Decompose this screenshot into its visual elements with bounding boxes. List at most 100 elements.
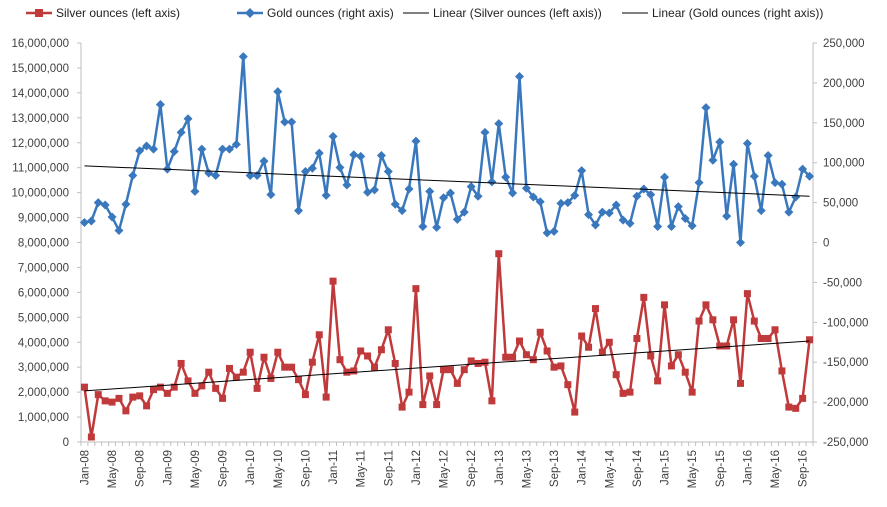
gold-point <box>169 147 179 157</box>
gold-point <box>425 186 435 196</box>
gold-point <box>190 186 200 196</box>
left-axis-tick-label: 10,000,000 <box>11 188 69 200</box>
left-axis-tick-label: 8,000,000 <box>18 238 69 250</box>
x-axis-tick-label: Sep-13 <box>549 450 561 487</box>
silver-point <box>315 331 323 339</box>
gold-point <box>535 197 545 207</box>
legend-entry: Gold ounces (right axis) <box>237 6 394 20</box>
gold-point <box>611 200 621 210</box>
silver-point <box>225 364 233 372</box>
gold-point <box>197 144 207 154</box>
silver-point <box>80 383 88 391</box>
silver-point <box>709 316 717 324</box>
gold-point <box>411 136 421 146</box>
gold-point <box>107 212 117 222</box>
gold-point <box>708 155 718 165</box>
gold-point <box>432 222 442 232</box>
gold-point <box>577 166 587 176</box>
gold-point <box>238 52 248 62</box>
gold-point <box>646 190 656 200</box>
right-axis-tick-label: 50,000 <box>823 198 858 210</box>
gold-point <box>515 72 525 82</box>
silver-point <box>612 371 620 379</box>
legend-label: Gold ounces (right axis) <box>267 6 394 20</box>
gold-point <box>805 171 815 181</box>
gold-point <box>687 221 697 231</box>
x-axis-tick-label: Sep-16 <box>798 450 810 487</box>
silver-point <box>357 347 365 355</box>
gold-point <box>376 151 386 161</box>
silver-point <box>184 377 192 385</box>
silver-point <box>446 366 454 374</box>
silver-point <box>343 368 351 376</box>
gold-point <box>694 178 704 188</box>
gold-point <box>756 206 766 216</box>
silver-point <box>674 351 682 359</box>
left-axis-tick-label: 11,000,000 <box>12 163 69 175</box>
silver-point <box>87 433 95 441</box>
silver-point <box>522 351 530 359</box>
gold-point <box>570 190 580 200</box>
silver-point <box>212 384 220 392</box>
silver-point <box>274 348 282 356</box>
left-axis-tick-label: 15,000,000 <box>11 63 69 75</box>
gold-point <box>749 171 759 181</box>
gold-point <box>335 162 345 172</box>
silver-point <box>640 293 648 301</box>
x-axis-tick-label: May-15 <box>687 450 699 488</box>
gold-point <box>487 177 497 187</box>
silver-point <box>764 335 772 343</box>
left-axis-tick-label: 9,000,000 <box>18 213 69 225</box>
gold-point <box>680 214 690 224</box>
gold-point <box>273 87 283 97</box>
silver-point <box>543 347 551 355</box>
silver-point <box>564 381 572 389</box>
gold-point <box>439 193 449 203</box>
silver-point <box>619 389 627 397</box>
silver-point <box>778 367 786 375</box>
x-axis-tick-label: Jan-08 <box>79 450 91 485</box>
x-axis-tick-label: Sep-11 <box>383 450 395 486</box>
silver-point <box>191 389 199 397</box>
left-axis-tick-label: 6,000,000 <box>18 287 69 299</box>
right-axis-tick-label: -150,000 <box>823 357 868 369</box>
gold-point <box>342 180 352 190</box>
gold-point <box>590 220 600 230</box>
right-axis-tick-label: 250,000 <box>823 38 865 50</box>
gold-trendline <box>84 165 810 197</box>
axes: 0 1,000,000 2,000,000 3,000,000 4,000,000 5,0… <box>11 38 868 488</box>
gold-point <box>542 228 552 238</box>
silver-point <box>460 366 468 374</box>
gold-point <box>445 188 455 198</box>
silver-point <box>163 389 171 397</box>
silver-point <box>419 401 427 409</box>
gold-point <box>480 127 490 137</box>
gold-point <box>218 144 228 154</box>
gold-point <box>287 117 297 127</box>
silver-trendline <box>84 340 810 392</box>
silver-point <box>654 377 662 385</box>
legend-entry: Linear (Silver ounces (left axis)) <box>403 6 602 20</box>
x-axis-tick-label: Jan-09 <box>162 450 174 485</box>
gold-point <box>266 190 276 200</box>
silver-point <box>205 368 213 376</box>
gold-point <box>363 187 373 197</box>
gold-series <box>79 52 815 247</box>
gold-point <box>390 199 400 209</box>
silver-point <box>108 398 116 406</box>
gold-point <box>742 139 752 149</box>
silver-point <box>253 384 261 392</box>
silver-point <box>426 372 434 380</box>
right-axis-tick-label: -100,000 <box>823 317 868 329</box>
gold-point <box>404 184 414 194</box>
left-axis-tick-label: 1,000,000 <box>18 412 69 424</box>
gold-point <box>556 198 566 208</box>
x-axis-tick-label: Sep-08 <box>135 450 147 487</box>
silver-point <box>246 348 254 356</box>
gold-line <box>84 55 811 244</box>
silver-point <box>94 391 102 399</box>
silver-point <box>495 250 503 258</box>
gold-point <box>597 207 607 217</box>
x-axis-tick-label: Sep-09 <box>218 450 230 487</box>
